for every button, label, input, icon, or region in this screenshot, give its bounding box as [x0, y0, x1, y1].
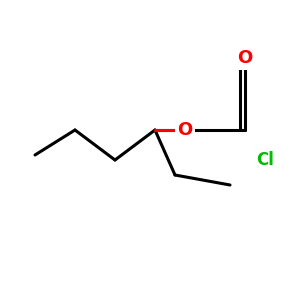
Text: O: O — [177, 121, 193, 139]
Text: O: O — [237, 49, 253, 67]
Text: Cl: Cl — [256, 151, 274, 169]
